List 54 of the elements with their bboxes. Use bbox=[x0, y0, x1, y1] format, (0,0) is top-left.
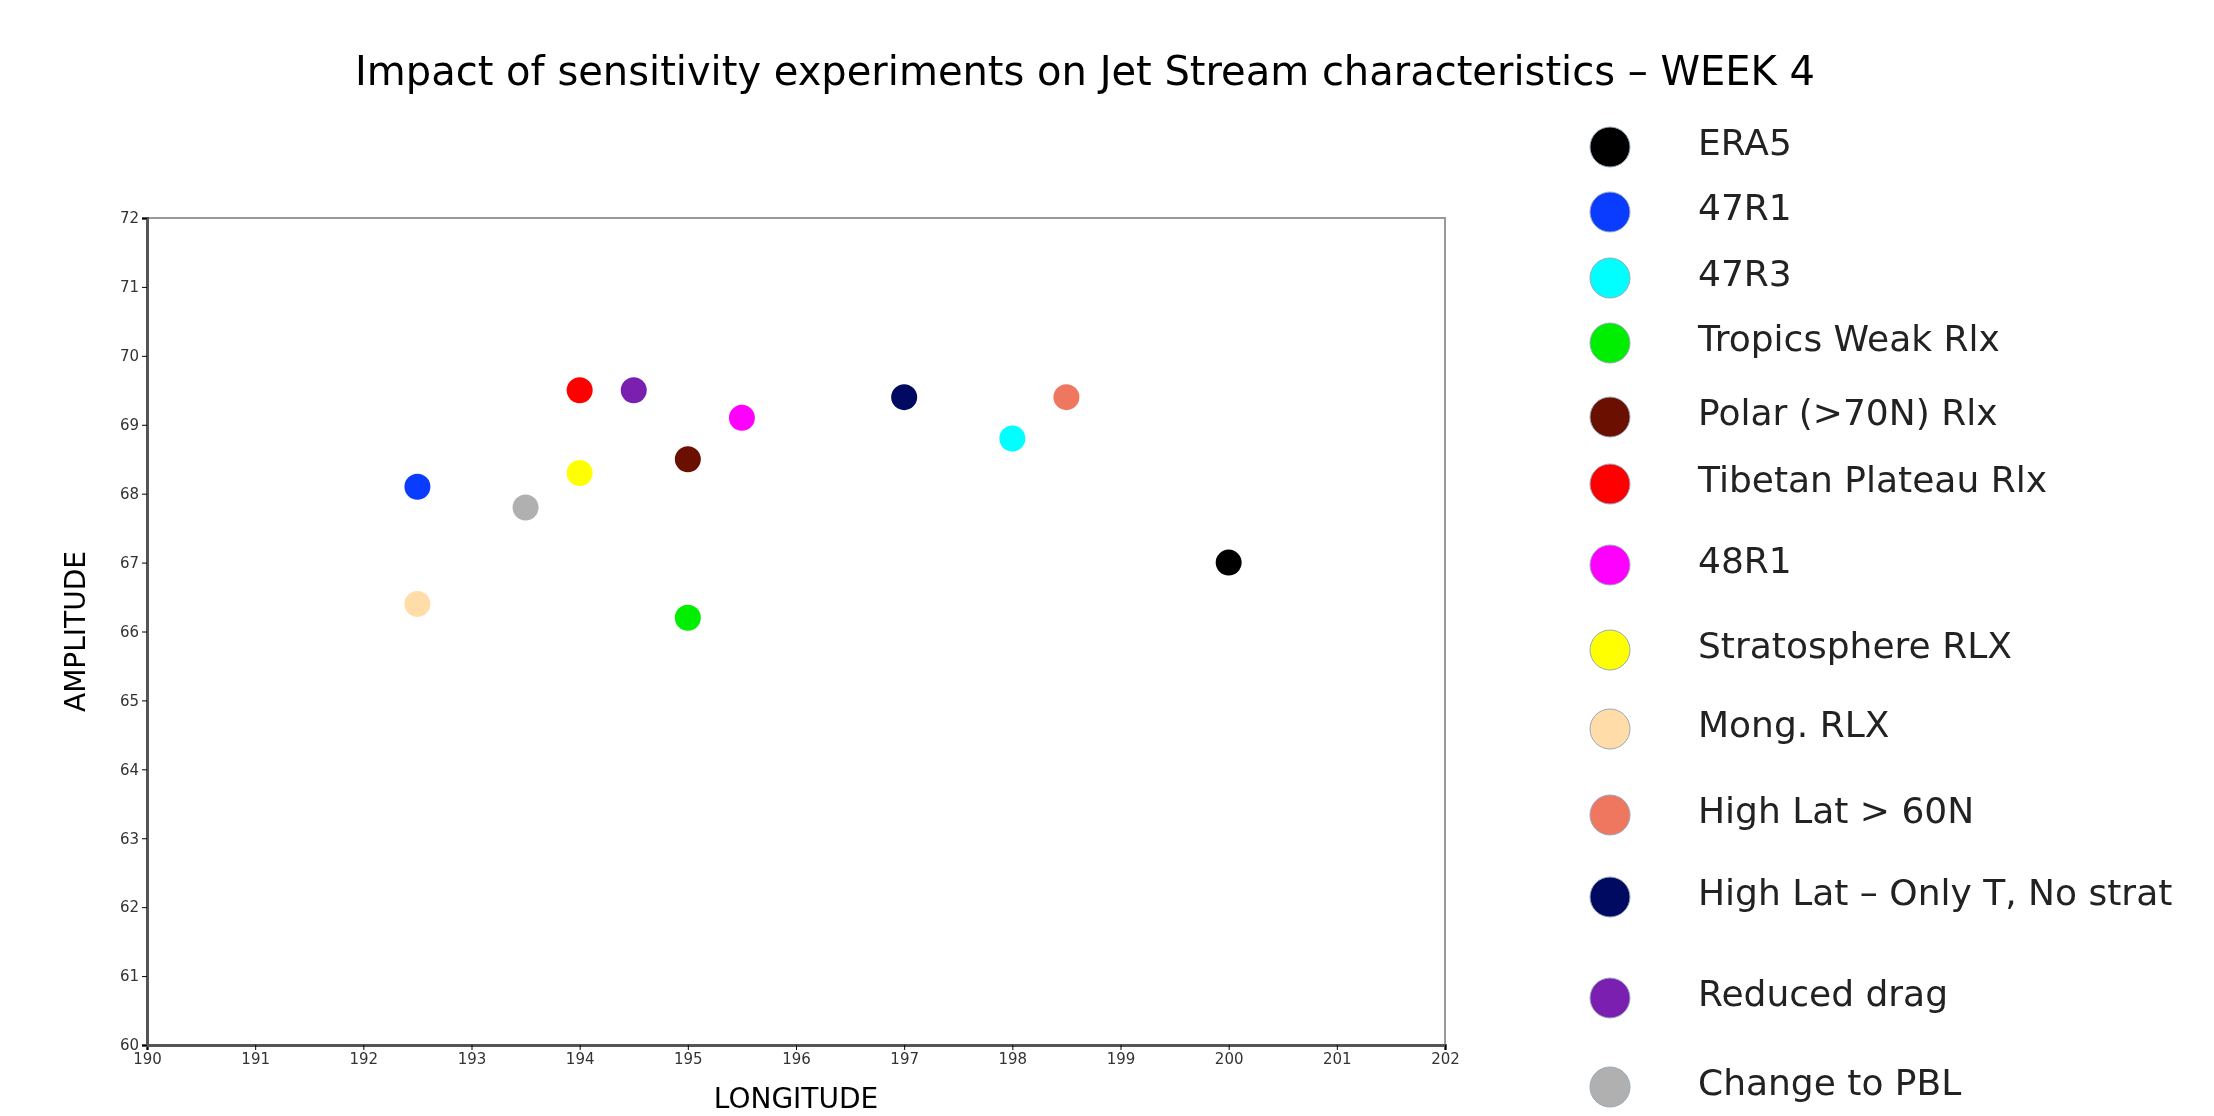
y-tick-label: 61 bbox=[119, 967, 139, 986]
point bbox=[999, 425, 1026, 452]
x-tick-label: 190 bbox=[133, 1049, 162, 1068]
y-tick-label: 71 bbox=[119, 278, 139, 297]
y-tick-label: 63 bbox=[119, 829, 139, 848]
x-tick-label: 195 bbox=[674, 1049, 703, 1068]
point bbox=[404, 590, 431, 617]
legend-label: Tropics Weak Rlx bbox=[1697, 318, 2000, 359]
point bbox=[404, 473, 431, 500]
legend-label: High Lat – Only T, No strat bbox=[1698, 872, 2173, 913]
y-tick-label: 72 bbox=[119, 209, 139, 228]
x-tick-label: 199 bbox=[1106, 1049, 1136, 1068]
legend-label: 47R3 bbox=[1698, 253, 1792, 294]
point bbox=[566, 377, 593, 404]
y-tick-label: 66 bbox=[119, 622, 139, 641]
point bbox=[674, 446, 701, 473]
legend-label: Mong. RLX bbox=[1698, 704, 1890, 745]
point bbox=[620, 377, 647, 404]
x-tick-label: 196 bbox=[782, 1049, 811, 1068]
legend-label: Tibetan Plateau Rlx bbox=[1697, 459, 2047, 500]
point bbox=[566, 460, 593, 486]
point bbox=[512, 494, 539, 521]
x-tick-label: 194 bbox=[565, 1049, 595, 1068]
y-tick-label: 69 bbox=[119, 416, 139, 435]
x-tick-label: 193 bbox=[457, 1049, 487, 1068]
x-axis-title: LONGITUDE bbox=[713, 1082, 879, 1115]
legend-label: High Lat > 60N bbox=[1698, 790, 1975, 831]
y-tick-label: 65 bbox=[119, 691, 139, 710]
legend-label: Change to PBL bbox=[1698, 1062, 1962, 1103]
x-tick-label: 197 bbox=[890, 1049, 919, 1068]
x-tick-label: 201 bbox=[1323, 1049, 1352, 1068]
point bbox=[891, 384, 918, 411]
point bbox=[1215, 549, 1242, 576]
chart-title: Impact of sensitivity experiments on Jet Stream characteristics – WEEK 4 bbox=[355, 48, 1815, 94]
x-tick-label: 198 bbox=[998, 1049, 1028, 1068]
legend-label: Stratosphere RLX bbox=[1698, 625, 2012, 666]
legend-label: Reduced drag bbox=[1698, 973, 1949, 1014]
point bbox=[674, 604, 701, 631]
y-tick-label: 64 bbox=[119, 760, 139, 779]
x-tick-label: 202 bbox=[1431, 1049, 1460, 1068]
y-tick-label: 68 bbox=[119, 484, 139, 503]
y-tick-label: 70 bbox=[119, 347, 139, 366]
legend-label: 47R1 bbox=[1698, 187, 1792, 228]
y-tick-label: 62 bbox=[119, 898, 139, 917]
x-tick-label: 192 bbox=[349, 1049, 379, 1068]
y-tick-label: 67 bbox=[119, 553, 139, 572]
x-tick-label: 191 bbox=[241, 1049, 270, 1068]
x-tick-label: 200 bbox=[1214, 1049, 1244, 1068]
y-axis-title: AMPLITUDE bbox=[59, 551, 92, 712]
legend-label: Polar (>70N) Rlx bbox=[1698, 392, 1998, 433]
legend-label: ERA5 bbox=[1698, 122, 1792, 163]
point bbox=[1053, 384, 1080, 411]
point bbox=[728, 404, 755, 431]
legend-label: 48R1 bbox=[1698, 540, 1792, 581]
